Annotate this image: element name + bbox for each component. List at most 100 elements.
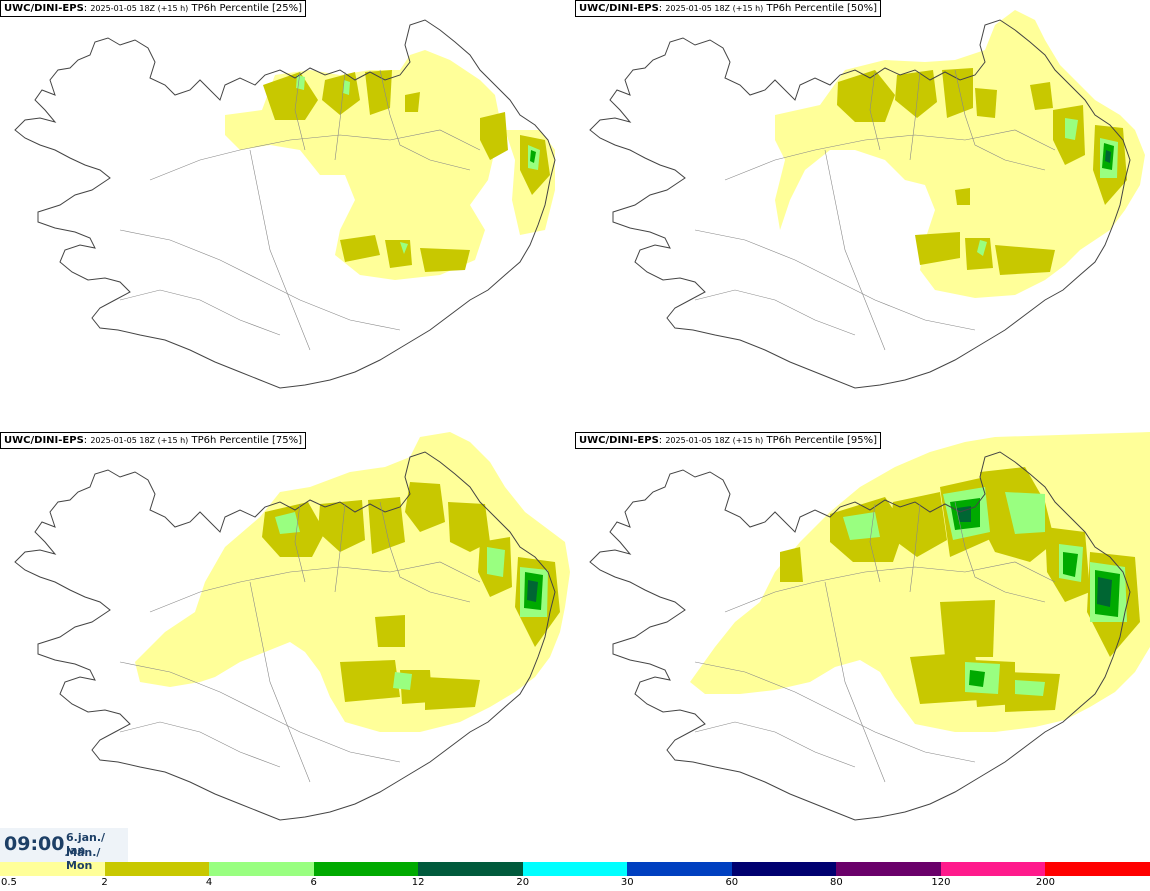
region-boundary [724,561,1056,613]
precip-contour [322,72,360,115]
precip-contour [487,547,505,577]
region-boundary [694,721,856,768]
precip-contour [975,88,997,118]
precip-contour [915,232,960,265]
precip-contour [448,502,490,552]
precip-contour [340,660,400,702]
panel-title: UWC/DINI-EPS: 2025-01-05 18Z (+15 h) TP6… [575,432,882,449]
legend-swatch [731,862,838,876]
precip-contour [318,500,365,552]
panel-title: UWC/DINI-EPS: 2025-01-05 18Z (+15 h) TP6… [575,0,882,17]
precip-contour [843,512,880,540]
region-boundary [954,501,1046,603]
valid-time-box: 09:00 6.jan./ Jan Mán./ Mon [0,828,128,872]
legend-label: 12 [411,877,425,888]
map-panel-p25: UWC/DINI-EPS: 2025-01-05 18Z (+15 h) TP6… [0,0,575,430]
precip-contour [480,112,508,160]
precip-contour [942,68,973,118]
valid-day: Mán./ Mon [66,846,101,872]
precip-contour [965,238,993,270]
region-boundary [909,71,921,161]
region-boundary [249,149,311,351]
legend-label: 120 [931,877,951,888]
region-boundary [334,71,346,161]
map-panel-p95: UWC/DINI-EPS: 2025-01-05 18Z (+15 h) TP6… [575,432,1150,862]
iceland-coastline [589,19,1131,389]
precipitation-map [14,432,570,821]
precipitation-map [589,432,1150,821]
precip-contour [837,70,895,122]
precipitation-map [589,10,1145,389]
precip-contour [1015,680,1045,696]
precip-contour [995,245,1055,275]
legend-swatch [836,862,942,876]
precip-contour [1065,118,1078,140]
region-boundary [379,69,471,171]
region-boundary [149,129,481,181]
precip-contour [910,652,980,704]
region-boundary [119,721,281,768]
legend-swatch [313,862,420,876]
precip-contour [955,188,970,205]
region-boundary [694,289,856,336]
precip-contour [895,70,937,118]
region-boundary [294,503,306,583]
precip-contour [969,670,985,687]
region-boundary [869,71,881,151]
precip-contour [530,150,536,163]
legend-swatch [104,862,211,876]
precip-contour [1005,492,1045,534]
legend-swatch [627,862,733,876]
legend-label: 30 [620,877,634,888]
panel-title: UWC/DINI-EPS: 2025-01-05 18Z (+15 h) TP6… [0,432,307,449]
legend-swatch [522,862,629,876]
region-boundary [909,503,921,593]
precip-contour [275,512,300,534]
map-panel-p75: UWC/DINI-EPS: 2025-01-05 18Z (+15 h) TP6… [0,432,575,862]
panel-title: UWC/DINI-EPS: 2025-01-05 18Z (+15 h) TP6… [0,0,307,17]
region-boundary [724,129,1056,181]
region-boundary [294,71,306,151]
region-boundary [249,581,311,783]
region-boundary [694,229,976,331]
legend-label: 20 [516,877,530,888]
region-boundary [334,503,346,593]
precip-contour [420,248,470,272]
precip-contour [425,677,480,710]
region-boundary [119,661,401,763]
precip-contour [780,547,803,582]
legend-label: 0.5 [1,877,17,888]
region-boundary [149,561,481,613]
legend-swatch [418,862,524,876]
precip-contour [393,672,412,690]
precip-contour [405,482,445,532]
region-boundary [824,581,886,783]
precip-contour [890,492,947,557]
region-boundary [119,229,401,331]
region-boundary [694,661,976,763]
precip-contour [365,70,392,115]
precip-contour [296,75,305,90]
precip-contour [405,92,420,112]
color-legend: 0.5 2 4 6 12 20 30 60 80 120 200 [0,862,1150,891]
legend-label: 2 [101,877,108,888]
precip-contour [977,240,987,256]
map-panel-p50: UWC/DINI-EPS: 2025-01-05 18Z (+15 h) TP6… [575,0,1150,430]
legend-label: 6 [310,877,317,888]
precip-contour [527,580,538,602]
precip-contour [940,600,995,657]
iceland-coastline [589,451,1131,821]
legend-label: 60 [725,877,739,888]
precip-contour [368,497,405,554]
legend-swatch [0,862,106,876]
precip-contour [1097,577,1112,607]
precip-contour [1105,150,1111,163]
region-boundary [379,501,471,603]
precip-contour [1030,82,1053,110]
precipitation-map [14,19,556,389]
precip-contour [340,235,380,262]
iceland-coastline [14,19,556,389]
precip-contour [375,615,405,647]
legend-label: 4 [205,877,213,888]
region-boundary [824,149,886,351]
